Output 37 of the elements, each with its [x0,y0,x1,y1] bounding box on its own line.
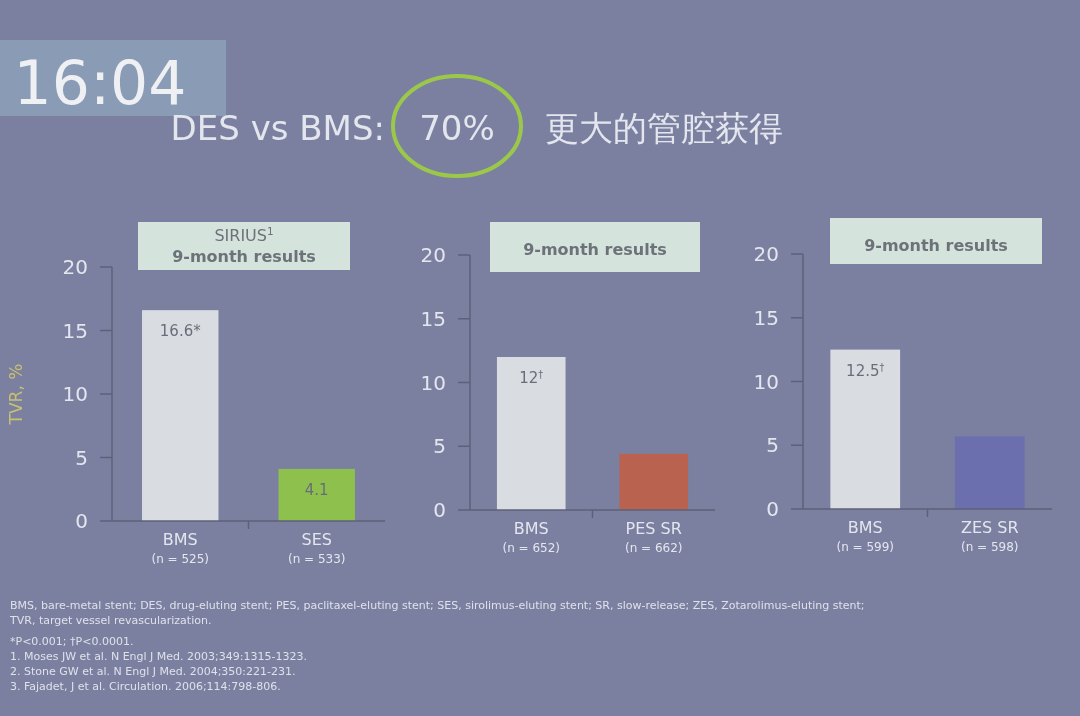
y-tick-label: 10 [420,370,446,395]
text: 2. Stone GW et al. N Engl J Med. 2004;350:221-231. [10,665,296,678]
text: 3. Fajadet, J et al. Circulation. 2006;114:798-806. [10,680,281,693]
x-tick-label: BMS (n = 525) [151,530,210,566]
y-axis-title: TVR, % [6,363,26,426]
y-tick-label: 0 [433,498,446,522]
x-tick-label: BMS (n = 652) [502,519,561,555]
text: 更大的管腔获得 [545,108,783,148]
y-tick-label: 15 [62,318,88,343]
x-tick-label: BMS (n = 599) [836,518,895,554]
text: 70% [419,108,495,148]
y-tick-label: 15 [420,306,446,331]
data-label: 12.5$^{†}$ [846,361,885,380]
y-tick-label: 5 [433,434,446,459]
text: BMS, bare-metal stent; DES, drug-eluting stent; PES, paclitaxel-eluting stent; SES, sirolimus-eluting stent; SR, slow-release; ZES, Zotarolimus-eluting stent; TVR, target vessel revascularization. [10,598,866,628]
y-tick-label: 5 [766,433,779,458]
y-tick-label: 0 [766,497,779,521]
y-tick-label: 0 [75,509,88,533]
chart-subtitle: 9-month results [864,236,1008,255]
data-label: 12$^{†}$ [519,368,544,387]
chart-subtitle: 9-month results [172,247,316,266]
y-tick-label: 5 [75,445,88,470]
chart-subtitle: 9-month results [523,240,667,259]
y-tick-label: 20 [62,255,88,279]
x-tick-label: PES SR (n = 662) [624,519,683,555]
y-tick-label: 10 [753,369,779,394]
chart-title: SIRIUS$^{1}$ [214,225,274,245]
data-label: 4.1 [304,480,329,499]
y-tick-label: 10 [62,382,88,406]
x-tick-label: SES (n = 533) [287,530,346,566]
data-label: 16.6* [159,322,202,341]
y-tick-label: 20 [753,242,779,266]
y-tick-label: 15 [753,305,779,330]
x-tick-label: ZES SR (n = 598) [960,518,1019,554]
text: *P<0.001; †P<0.0001. [10,635,134,648]
y-tick-label: 20 [420,243,446,267]
text: 1. Moses JW et al. N Engl J Med. 2003;349:1315-1323. [10,650,307,663]
